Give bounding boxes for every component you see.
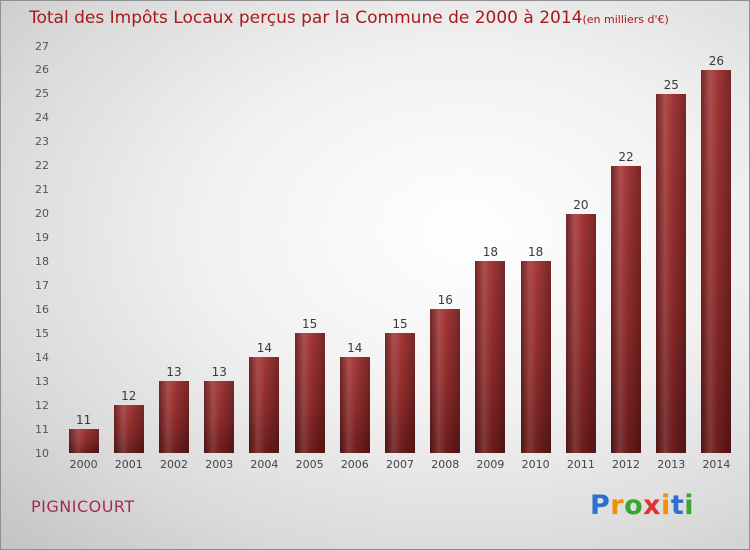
bar-column: 18 bbox=[513, 46, 558, 453]
bar bbox=[701, 69, 732, 453]
bar-value-label: 14 bbox=[256, 341, 273, 356]
y-tick-label: 12 bbox=[35, 398, 49, 412]
bar bbox=[565, 213, 596, 453]
bar-column: 22 bbox=[603, 46, 648, 453]
bar-column: 25 bbox=[649, 46, 694, 453]
bar-column: 14 bbox=[242, 46, 287, 453]
x-tick-label: 2007 bbox=[386, 458, 415, 471]
bar-column: 26 bbox=[694, 46, 739, 453]
bar bbox=[520, 261, 551, 453]
logo-letter: x bbox=[643, 490, 662, 521]
bar bbox=[113, 405, 144, 453]
bar bbox=[656, 93, 687, 453]
bar bbox=[339, 357, 370, 453]
bar-column: 16 bbox=[423, 46, 468, 453]
x-tick-label: 2013 bbox=[657, 458, 686, 471]
bar-column: 15 bbox=[377, 46, 422, 453]
bar-value-label: 18 bbox=[482, 245, 499, 260]
y-tick-label: 21 bbox=[35, 183, 49, 197]
y-tick-label: 23 bbox=[35, 135, 49, 149]
bar bbox=[249, 357, 280, 453]
bar-column: 13 bbox=[197, 46, 242, 453]
bar-column: 18 bbox=[468, 46, 513, 453]
chart-title-text: Total des Impôts Locaux perçus par la Co… bbox=[29, 8, 583, 28]
x-tick-label: 2011 bbox=[566, 458, 595, 471]
bar-value-label: 15 bbox=[392, 317, 408, 332]
logo-letter: i bbox=[661, 490, 671, 521]
bar-column: 20 bbox=[558, 46, 603, 453]
logo-letter: i bbox=[684, 490, 694, 521]
bar-value-label: 25 bbox=[663, 77, 679, 92]
x-tick-label: 2004 bbox=[250, 458, 279, 471]
y-tick-label: 15 bbox=[35, 326, 49, 340]
logo-letter: P bbox=[589, 490, 611, 521]
bar-value-label: 11 bbox=[75, 413, 92, 428]
bar-value-label: 13 bbox=[211, 365, 227, 380]
bar bbox=[204, 381, 235, 453]
y-tick-label: 16 bbox=[35, 302, 49, 316]
y-tick-label: 17 bbox=[35, 278, 49, 292]
bars-container: 11 12 13 13 14 15 14 15 16 18 18 20 22 25 26 bbox=[61, 46, 739, 453]
x-tick-label: 2014 bbox=[702, 458, 731, 471]
y-tick-label: 26 bbox=[35, 63, 49, 77]
x-tick-label: 2002 bbox=[160, 458, 188, 471]
bar-value-label: 16 bbox=[437, 293, 453, 308]
bar-column: 14 bbox=[332, 46, 377, 453]
bar-value-label: 18 bbox=[527, 245, 544, 260]
bar-value-label: 26 bbox=[708, 53, 725, 68]
x-tick-label: 2005 bbox=[295, 458, 324, 471]
y-tick-label: 10 bbox=[35, 446, 49, 460]
bar bbox=[68, 429, 99, 453]
y-tick-label: 22 bbox=[35, 159, 49, 173]
proxiti-logo[interactable]: Proxiti bbox=[590, 490, 694, 521]
y-tick-label: 14 bbox=[35, 350, 49, 364]
x-tick-label: 2001 bbox=[114, 458, 143, 471]
y-axis: 27 26 25 24 23 22 21 20 19 18 17 16 15 14 13 12 11 10 bbox=[11, 40, 57, 460]
x-tick-label: 2010 bbox=[521, 458, 550, 471]
bar bbox=[475, 261, 506, 453]
logo-letter: r bbox=[610, 490, 625, 521]
x-tick-label: 2003 bbox=[205, 458, 234, 471]
y-tick-label: 18 bbox=[35, 254, 49, 268]
y-tick-label: 25 bbox=[35, 87, 49, 101]
x-axis: 2000 2001 2002 2003 2004 2005 2006 2007 2008 2009… bbox=[61, 458, 739, 471]
bar bbox=[159, 381, 189, 453]
y-tick-label: 24 bbox=[35, 111, 49, 125]
bar-value-label: 13 bbox=[166, 365, 182, 380]
y-tick-label: 27 bbox=[35, 39, 49, 53]
chart-title: Total des Impôts Locaux perçus par la Co… bbox=[29, 8, 741, 28]
bar bbox=[385, 333, 416, 453]
plot-area: 11 12 13 13 14 15 14 15 16 18 18 20 22 25 26 bbox=[61, 46, 739, 453]
y-tick-label: 20 bbox=[35, 207, 49, 221]
x-tick-label: 2006 bbox=[340, 458, 369, 471]
bar-column: 13 bbox=[151, 46, 196, 453]
bar-column: 15 bbox=[287, 46, 332, 453]
x-tick-label: 2008 bbox=[431, 458, 460, 471]
x-tick-label: 2012 bbox=[612, 458, 641, 471]
x-tick-label: 2000 bbox=[69, 458, 98, 471]
bar-column: 11 bbox=[61, 46, 106, 453]
bar-column: 12 bbox=[106, 46, 151, 453]
bar-value-label: 12 bbox=[121, 389, 137, 404]
y-tick-label: 13 bbox=[35, 374, 49, 388]
bar-value-label: 15 bbox=[301, 317, 318, 332]
y-tick-label: 19 bbox=[35, 231, 49, 245]
commune-name: PIGNICOURT bbox=[31, 497, 135, 516]
bar bbox=[430, 309, 461, 453]
logo-letter: o bbox=[624, 490, 644, 521]
logo-letter: t bbox=[670, 490, 685, 521]
bar-value-label: 20 bbox=[573, 197, 589, 212]
x-tick-label: 2009 bbox=[476, 458, 505, 471]
chart-title-unit: (en milliers d'€) bbox=[582, 13, 669, 26]
bar-value-label: 22 bbox=[618, 149, 634, 164]
bar-value-label: 14 bbox=[347, 341, 363, 356]
bar bbox=[294, 333, 325, 453]
bar bbox=[611, 165, 642, 453]
y-tick-label: 11 bbox=[35, 422, 49, 436]
